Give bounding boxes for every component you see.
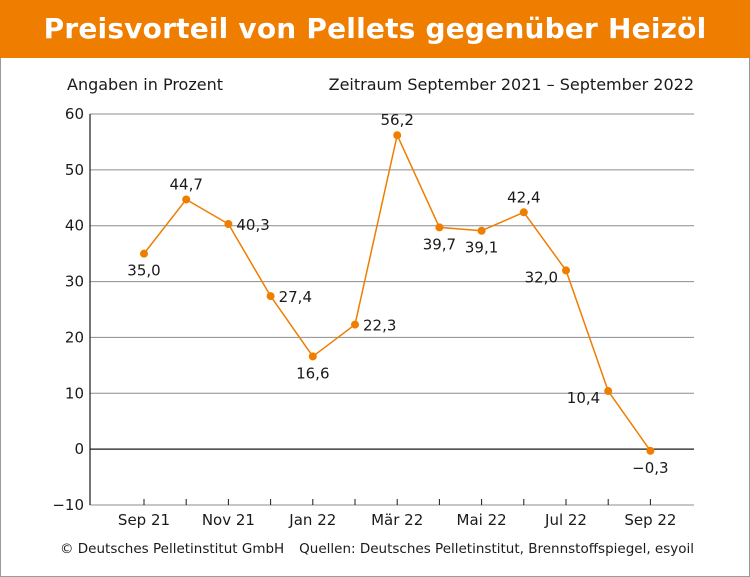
data-label: 40,3: [236, 216, 269, 234]
x-tick-label: Jan 22: [288, 511, 336, 529]
data-label: 22,3: [363, 317, 396, 335]
y-axis-ticks: −10 0 10 20 30 40 50 60: [52, 105, 84, 514]
data-label: −0,3: [632, 459, 668, 477]
data-series: [140, 131, 655, 455]
data-point: [393, 131, 402, 140]
chart-title: Preisvorteil von Pellets gegenüber Heizö…: [0, 0, 750, 58]
data-point: [182, 195, 191, 204]
data-point: [477, 226, 486, 235]
y-tick-label: 40: [65, 217, 84, 235]
x-tick-label: Sep 21: [118, 511, 170, 529]
data-point: [308, 352, 317, 361]
data-point: [140, 249, 148, 258]
x-axis-ticks: Sep 21 Nov 21 Jan 22 Mär 22 Mai 22 Jul 22 Sep …: [118, 499, 676, 529]
y-tick-label: 60: [65, 105, 84, 123]
data-point: [224, 220, 233, 229]
y-tick-label: 50: [65, 161, 84, 179]
y-tick-label: −10: [52, 496, 84, 514]
data-labels: 35,0 44,7 40,3 27,4 16,6 22,3 56,2 39,7 39,1 42,4…: [127, 111, 668, 477]
y-tick-label: 10: [65, 384, 84, 402]
sources-note: Quellen: Deutsches Pelletinstitut, Brenn…: [299, 541, 694, 557]
x-tick-label: Jul 22: [544, 511, 587, 529]
data-point: [351, 320, 359, 329]
data-label: 16,6: [296, 364, 329, 382]
y-tick-label: 30: [65, 273, 84, 291]
x-tick-label: Sep 22: [624, 511, 676, 529]
y-tick-label: 0: [74, 440, 84, 458]
data-label: 27,4: [279, 288, 312, 306]
data-label: 10,4: [567, 389, 600, 407]
data-point: [562, 266, 570, 275]
copyright-note: © Deutsches Pelletinstitut GmbH: [60, 541, 285, 557]
data-label: 56,2: [380, 111, 413, 129]
data-label: 42,4: [507, 188, 540, 206]
data-label: 39,1: [465, 239, 498, 257]
data-point: [519, 208, 528, 217]
data-point: [435, 223, 444, 232]
data-point: [266, 292, 275, 301]
data-point: [646, 446, 655, 455]
y-tick-label: 20: [65, 328, 84, 346]
x-tick-label: Mai 22: [457, 511, 507, 529]
x-tick-label: Mär 22: [371, 511, 423, 529]
data-label: 44,7: [169, 175, 202, 193]
gridlines: [90, 113, 694, 506]
unit-note: Angaben in Prozent: [67, 75, 223, 94]
data-label: 32,0: [525, 268, 558, 286]
data-label: 39,7: [423, 235, 456, 253]
period-note: Zeitraum September 2021 – September 2022: [328, 75, 694, 94]
data-point: [604, 387, 613, 396]
axes: [89, 114, 694, 505]
x-tick-label: Nov 21: [202, 511, 255, 529]
data-label: 35,0: [127, 262, 160, 280]
